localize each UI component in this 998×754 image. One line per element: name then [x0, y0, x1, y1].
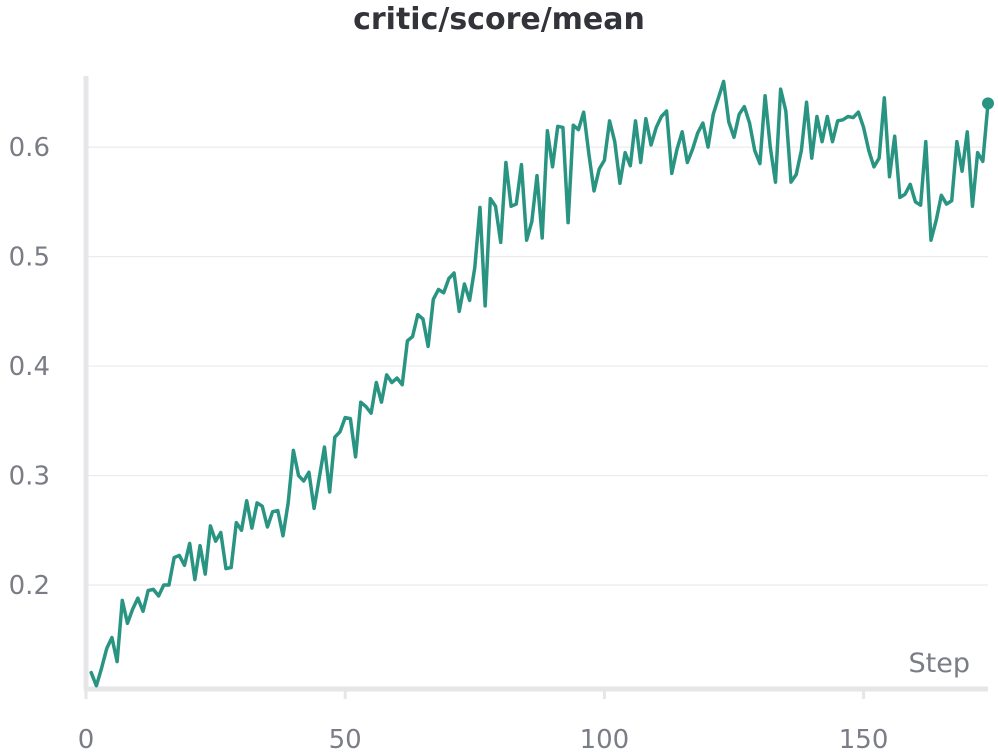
x-axis-label: Step [909, 648, 970, 679]
y-ticks: 0.2 0.3 0.4 0.5 0.6 [9, 133, 50, 601]
gridlines [86, 146, 988, 586]
x-tick-label: 0 [78, 725, 95, 754]
x-tick-label: 50 [329, 725, 362, 754]
series-end-marker [982, 97, 994, 110]
x-ticks: 0 50 100 150 [78, 689, 889, 754]
series-line [89, 79, 990, 688]
x-tick-label: 150 [839, 725, 889, 754]
y-tick-label: 0.2 [9, 571, 50, 601]
y-tick-label: 0.5 [9, 243, 50, 273]
y-tick-label: 0.4 [9, 352, 50, 382]
y-tick-label: 0.6 [9, 133, 50, 163]
y-tick-label: 0.3 [9, 462, 50, 492]
x-tick-label: 100 [580, 725, 630, 754]
chart-title: critic/score/mean [353, 2, 645, 37]
